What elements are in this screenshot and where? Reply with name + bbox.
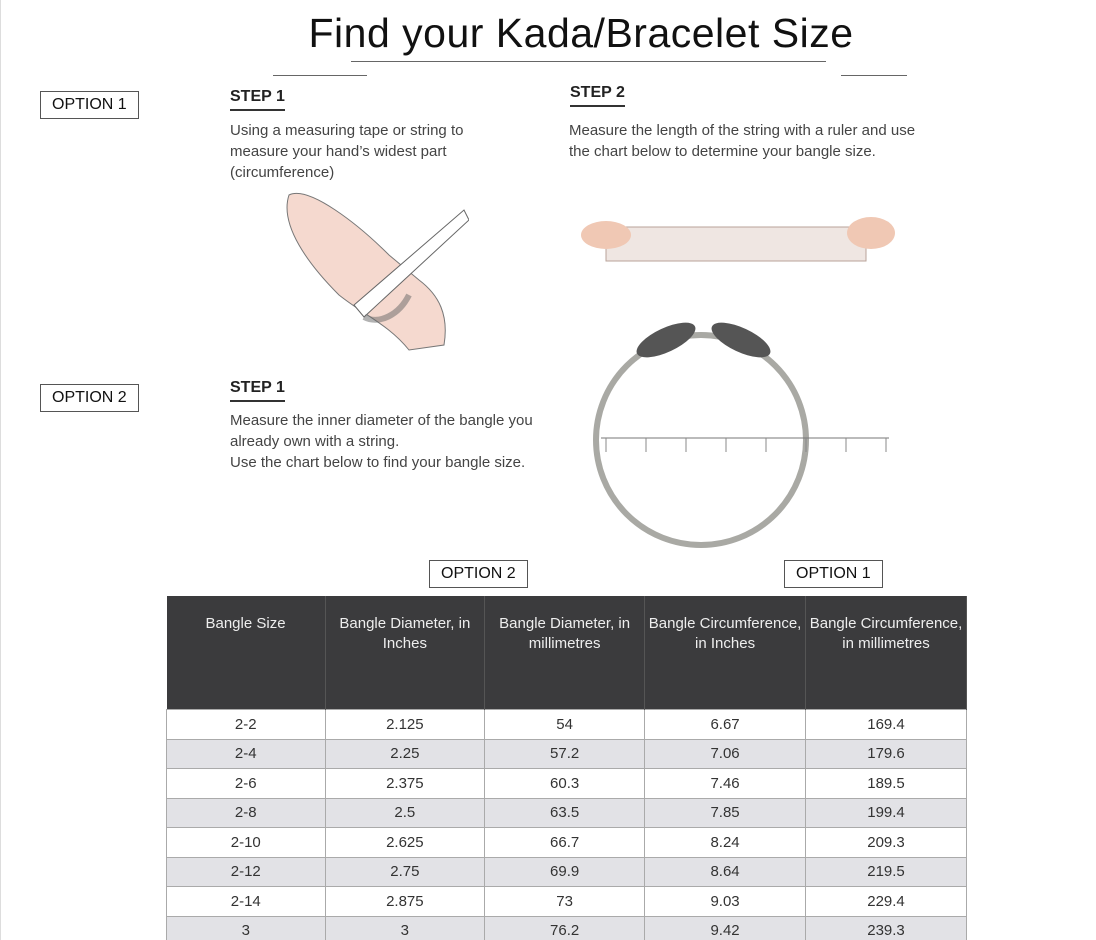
table-cell: 73 [484,886,646,917]
table-cell: 2-2 [166,709,326,740]
option-2-step-1-text: Measure the inner diameter of the bangle… [230,410,555,473]
bangle-illustration [593,322,889,548]
table-cell: 3 [166,915,326,940]
table-cell: 2.25 [324,738,486,769]
table-cell: 2-10 [166,827,326,858]
table-cell: 63.5 [484,797,646,828]
table-cell: 69.9 [484,856,646,887]
column-header: Bangle Diameter, in Inches [325,596,486,710]
option-2-step-1-label: STEP 1 [230,379,285,402]
hand-measuring-illustration [286,193,469,351]
table-cell: 60.3 [484,768,646,799]
table-cell: 2.375 [324,768,486,799]
table-cell: 54 [484,709,646,740]
table-tag-option-1: OPTION 1 [784,560,883,588]
table-row: 2-14 2.875 73 9.03 229.4 [166,886,967,917]
table-cell: 169.4 [805,709,967,740]
table-cell: 57.2 [484,738,646,769]
table-cell: 219.5 [805,856,967,887]
option-1-label: OPTION 1 [40,91,139,119]
table-cell: 9.42 [644,915,807,940]
table-cell: 7.06 [644,738,807,769]
title-underline [351,61,826,62]
divider [273,75,367,76]
table-cell: 209.3 [805,827,967,858]
table-cell: 189.5 [805,768,967,799]
table-cell: 179.6 [805,738,967,769]
table-cell: 8.24 [644,827,807,858]
option-2-step-1-text-line: Measure the inner diameter of the bangle… [230,412,533,450]
ruler-illustration [581,217,895,262]
table-header-row: Bangle Size Bangle Diameter, in Inches B… [166,596,967,710]
option-1-step-1-text: Using a measuring tape or string to meas… [230,122,464,181]
bangle-size-table: Bangle Size Bangle Diameter, in Inches B… [166,596,967,940]
table-cell: 76.2 [484,915,646,940]
option-1-step-1-label: STEP 1 [230,88,285,111]
divider [841,75,907,76]
table-cell: 239.3 [805,915,967,940]
table-row: 2-6 2.375 60.3 7.46 189.5 [166,768,967,799]
option-2-label: OPTION 2 [40,384,139,412]
column-header: Bangle Diameter, in millimetres [484,596,646,710]
table-row: 2-12 2.75 69.9 8.64 219.5 [166,856,967,887]
column-header: Bangle Size [166,596,326,710]
table-row: 2-10 2.625 66.7 8.24 209.3 [166,827,967,858]
table-row: 2-2 2.125 54 6.67 169.4 [166,709,967,740]
table-row: 2-8 2.5 63.5 7.85 199.4 [166,797,967,828]
table-cell: 6.67 [644,709,807,740]
table-cell: 2-8 [166,797,326,828]
table-cell: 2-14 [166,886,326,917]
column-header: Bangle Circumference, in millimetres [805,596,967,710]
table-cell: 7.46 [644,768,807,799]
table-cell: 2.5 [324,797,486,828]
option-2-step-1-text-line: Use the chart below to find your bangle … [230,454,526,471]
table-cell: 2.625 [324,827,486,858]
table-cell: 2-6 [166,768,326,799]
table-cell: 2-4 [166,738,326,769]
table-cell: 2.75 [324,856,486,887]
table-tag-option-2: OPTION 2 [429,560,528,588]
table-cell: 66.7 [484,827,646,858]
table-cell: 229.4 [805,886,967,917]
option-1-step-2-text: Measure the length of the string with a … [569,122,916,160]
column-header: Bangle Circumference, in Inches [644,596,807,710]
table-cell: 3 [324,915,486,940]
option-1-step-2-label: STEP 2 [570,84,625,107]
table-cell: 9.03 [644,886,807,917]
table-row: 3 3 76.2 9.42 239.3 [166,915,967,940]
table-cell: 199.4 [805,797,967,828]
table-cell: 8.64 [644,856,807,887]
table-cell: 2.125 [324,709,486,740]
table-row: 2-4 2.25 57.2 7.06 179.6 [166,738,967,769]
table-cell: 7.85 [644,797,807,828]
table-cell: 2.875 [324,886,486,917]
table-cell: 2-12 [166,856,326,887]
page-title: Find your Kada/Bracelet Size [308,10,854,56]
